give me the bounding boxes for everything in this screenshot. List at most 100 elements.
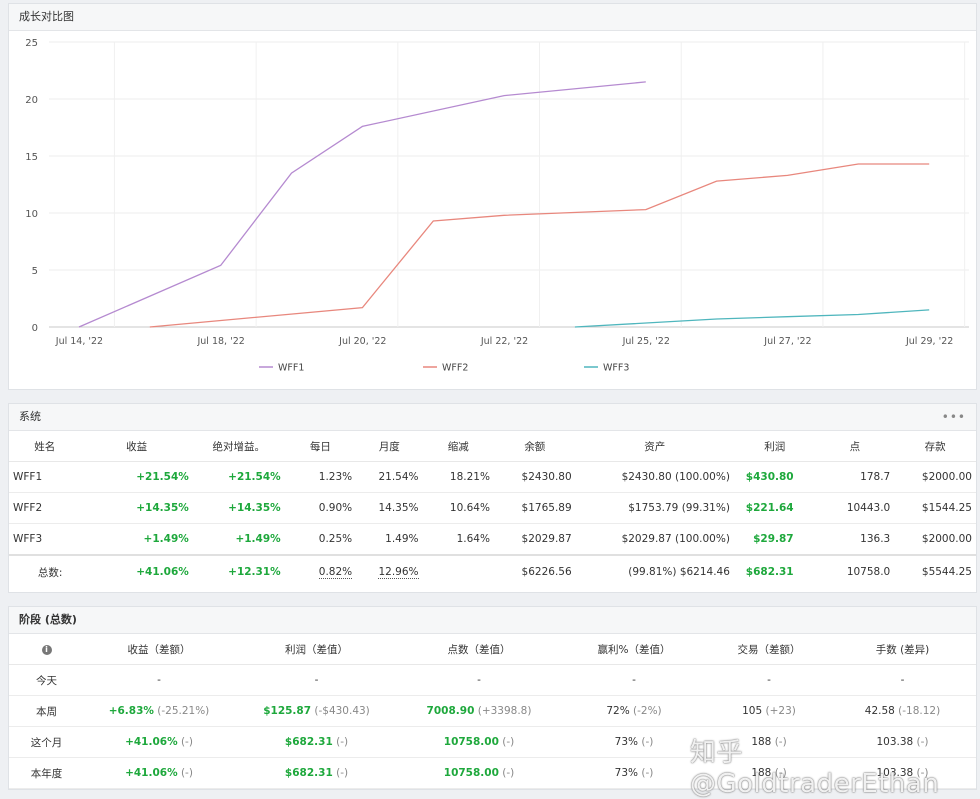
system-col-header[interactable]: 绝对增益。 [192,431,285,462]
system-col-header[interactable]: 收益 [80,431,193,462]
system-cell-monthly: 1.49% [356,523,423,556]
stages-cell-profit: $682.31 (-) [234,726,399,758]
stages-value-pips: 10758.00 [443,767,499,779]
y-tick-label: 15 [25,152,38,163]
stages-diff-gain: (-) [180,767,193,779]
series-line-wff1 [78,81,646,328]
stages-diff-win: (-) [641,736,654,748]
stages-diff-win: (-) [641,767,654,779]
system-total-profit: $682.31 [733,554,816,588]
stages-panel: 阶段 (总数) i 收益（差额） 利润（差值） 点数（差值） 赢利%（差值） 交易（差额）… [8,606,977,790]
system-col-header[interactable]: 资产 [575,431,734,462]
svg-text:WFF3: WFF3 [603,363,629,374]
system-col-header[interactable]: 点 [815,431,895,462]
stages-row: 本年度 +41.06% (-) $682.31 (-) 10758.00 (-) 73%… [9,757,976,789]
system-cell-profit: $29.87 [733,523,816,556]
stages-diff-pips: (-) [502,767,515,779]
stages-diff-lots: (-18.12) [898,705,941,717]
stages-diff-profit: (-) [336,736,349,748]
stages-diff-profit: (-$430.43) [314,705,370,717]
series-line-wff2 [149,163,930,328]
stages-table: i 收益（差额） 利润（差值） 点数（差值） 赢利%（差值） 交易（差额） 手数 (差异) … [9,634,976,789]
svg-text:WFF1: WFF1 [278,363,304,374]
system-col-header[interactable]: 存款 [894,431,976,462]
stages-cell-gain: +41.06% (-) [84,726,234,758]
system-total-daily-value[interactable]: 0.82% [318,566,353,579]
system-col-header[interactable]: 缩减 [422,431,494,462]
system-cell-deposits: $2000.00 [894,461,976,493]
system-col-header[interactable]: 姓名 [9,431,81,462]
stages-cell-win: 73% (-) [559,726,709,758]
stages-cell-win: 73% (-) [559,757,709,789]
stages-value-gain: +6.83% [108,705,154,717]
stages-cell-gain: +6.83% (-25.21%) [84,695,234,727]
system-col-header[interactable]: 月度 [356,431,423,462]
stages-value-lots: 42.58 [864,705,895,717]
x-tick-label: Jul 29, '22 [905,336,953,347]
legend-item-wff3[interactable]: WFF3 [584,363,629,374]
system-cell-gain: +14.35% [80,492,193,524]
stages-row-label: 本年度 [9,757,84,789]
stages-diff-pips: (-) [502,736,515,748]
system-total-pips: 10758.0 [815,554,895,588]
system-cell-profit: $221.64 [733,492,816,524]
system-col-header[interactable]: 利润 [733,431,816,462]
series-line-wff3 [574,309,930,328]
stages-cell-win: - [559,664,709,696]
info-icon[interactable]: i [41,645,52,655]
system-cell-name[interactable]: WFF1 [9,461,81,493]
system-total-monthly-value[interactable]: 12.96% [378,566,419,579]
stages-row-label: 今天 [9,664,84,696]
y-tick-label: 20 [25,95,38,106]
system-cell-daily: 1.23% [284,461,357,493]
system-cell-name[interactable]: WFF2 [9,492,81,524]
stages-cell-pips: 7008.90 (+3398.8) [399,695,559,727]
system-cell-equity: $2029.87 (100.00%) [575,523,734,556]
stages-row-label: 本周 [9,695,84,727]
stages-value-gain: +41.06% [125,736,178,748]
stages-value-win: 73% [614,736,638,748]
stages-col-header: 手数 (差异) [829,634,976,665]
system-cell-drawdown: 1.64% [422,523,494,556]
stages-value-win: - [632,674,636,686]
x-tick-label: Jul 14, '22 [55,336,103,347]
stages-value-win: 73% [614,767,638,779]
chart-grid [49,41,969,328]
stages-value-pips: 7008.90 [426,705,475,717]
system-cell-balance: $2430.80 [493,461,576,493]
system-cell-name[interactable]: WFF3 [9,523,81,556]
y-tick-label: 0 [32,323,38,334]
system-cell-drawdown: 18.21% [422,461,494,493]
system-cell-balance: $1765.89 [493,492,576,524]
stages-col-header: 赢利%（差值） [559,634,709,665]
growth-chart-title: 成长对比图 [9,4,976,31]
legend-item-wff2[interactable]: WFF2 [423,363,468,374]
stages-cell-profit: $125.87 (-$430.43) [234,695,399,727]
stages-panel-title: 阶段 (总数) [9,607,976,634]
stages-cell-gain: - [84,664,234,696]
system-cell-abs-gain: +1.49% [192,523,285,556]
system-row[interactable]: WFF1 +21.54% +21.54% 1.23% 21.54% 18.21% $2430… [9,461,976,493]
system-col-header[interactable]: 每日 [284,431,357,462]
stages-value-gain: +41.06% [125,767,178,779]
legend-item-wff1[interactable]: WFF1 [259,363,304,374]
stages-cell-pips: 10758.00 (-) [399,757,559,789]
stages-diff-win: (-2%) [633,705,662,717]
stages-value-lots: 103.38 [876,736,914,748]
x-tick-label: Jul 18, '22 [196,336,244,347]
system-cell-equity: $1753.79 (99.31%) [575,492,734,524]
stages-cell-profit: - [234,664,399,696]
system-col-header[interactable]: 余额 [493,431,576,462]
stages-cell-lots: 103.38 (-) [829,757,976,789]
stages-diff-pips: (+3398.8) [477,705,532,717]
system-cell-deposits: $1544.25 [894,492,976,524]
more-dots-icon[interactable]: ••• [941,410,966,424]
system-total-daily: 0.82% [284,554,357,588]
system-total-gain: +41.06% [80,554,193,588]
stages-value-trades: 105 [742,705,763,717]
system-row[interactable]: WFF2 +14.35% +14.35% 0.90% 14.35% 10.64% $1765… [9,492,976,524]
system-cell-profit: $430.80 [733,461,816,493]
stages-diff-trades: (+23) [765,705,796,717]
system-cell-gain: +1.49% [80,523,193,556]
system-row[interactable]: WFF3 +1.49% +1.49% 0.25% 1.49% 1.64% $2029.87 $… [9,523,976,556]
